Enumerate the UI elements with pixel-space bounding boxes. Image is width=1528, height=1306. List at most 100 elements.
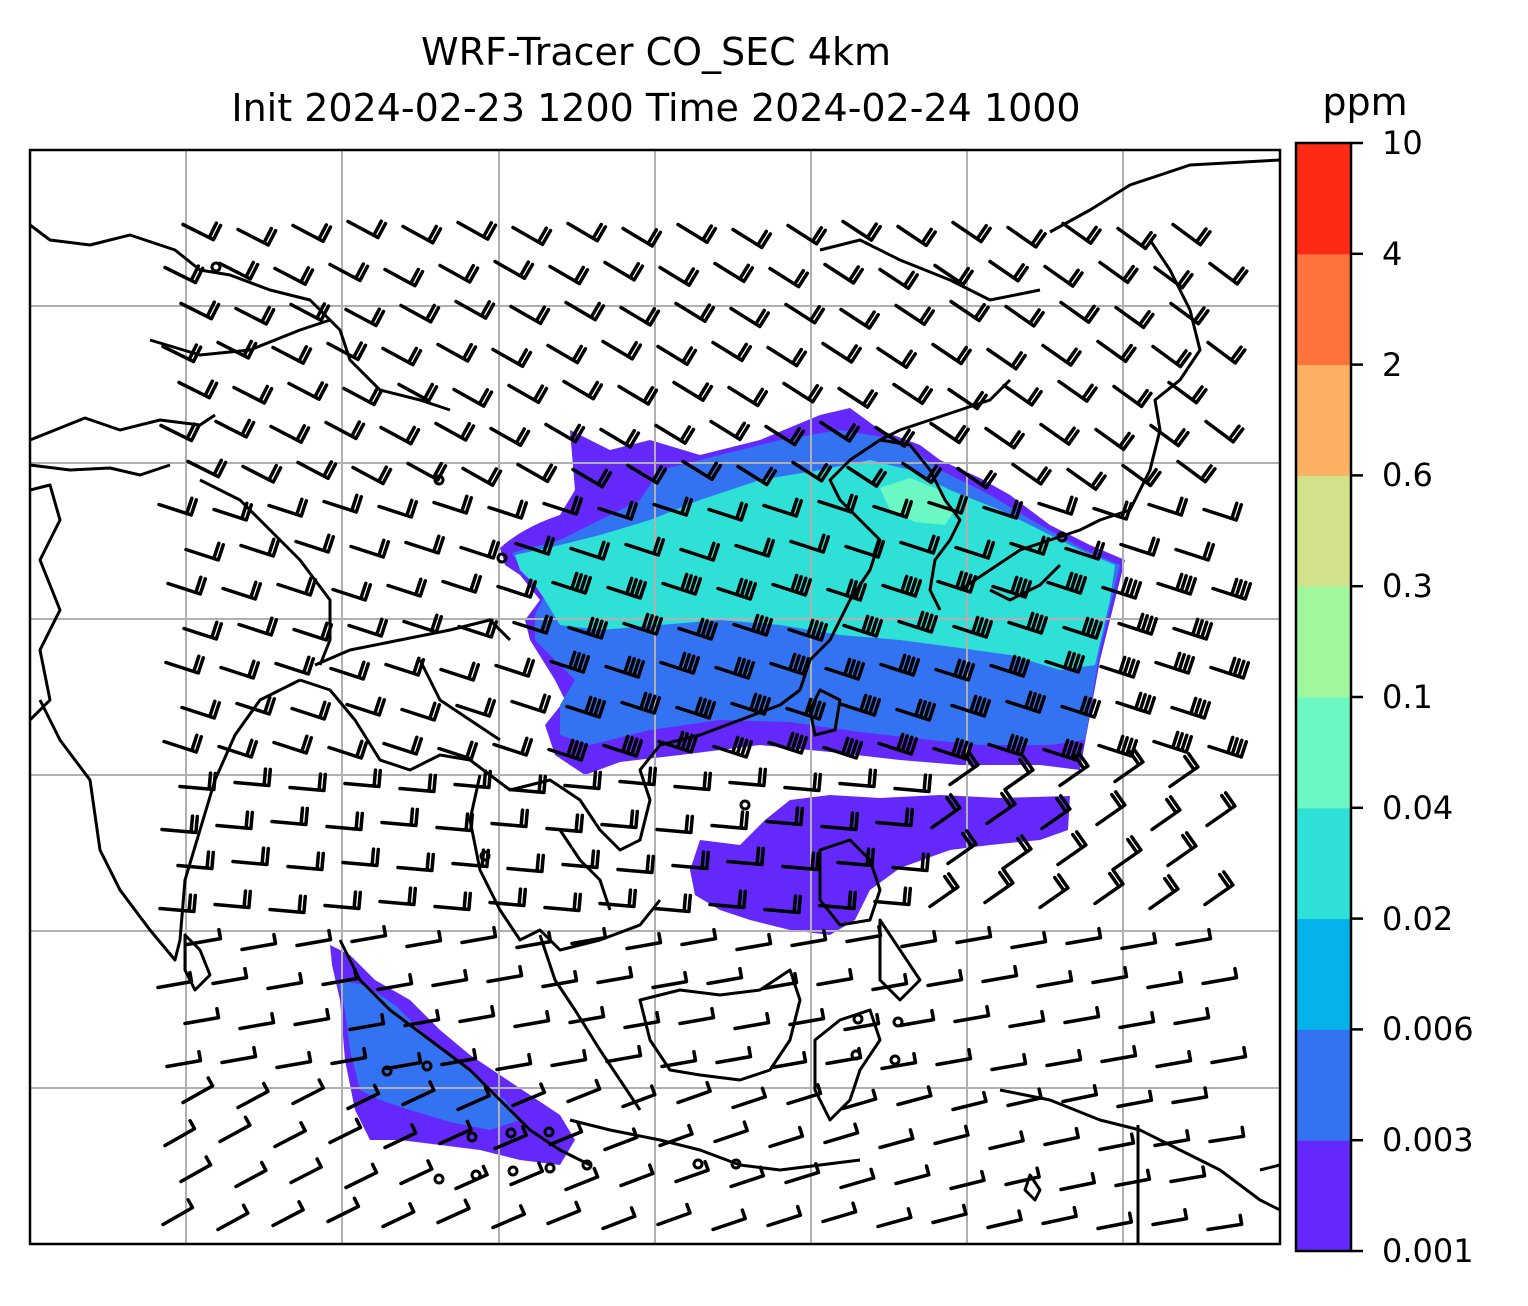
wind-barb [232,384,274,405]
map-area [30,150,1280,1244]
wind-barb [839,1167,876,1190]
wind-barb [271,1200,305,1228]
wind-barb [783,772,823,793]
wind-barb [493,1125,529,1151]
wind-barb [545,813,585,834]
wind-barb [1210,1045,1248,1065]
wind-barb [900,929,938,949]
wind-barb [567,616,609,640]
wind-barb [183,1006,221,1026]
wind-barb [219,659,261,680]
wind-barb [291,1078,326,1106]
wind-barb [1059,1171,1097,1192]
wind-barb [654,423,696,445]
wind-barb [438,263,480,284]
colorbar-segment [1296,586,1351,698]
wind-barb [164,654,206,675]
wind-barb [655,814,695,835]
wind-barb [286,851,326,872]
wind-barb [289,1157,323,1185]
wind-barb [1205,791,1237,828]
wind-barb [159,422,201,443]
wind-barb [987,733,1029,757]
map-title-line1: WRF-Tracer CO_SEC 4km [421,30,891,74]
wind-barb [876,1207,913,1229]
wind-barb [323,890,363,911]
wind-barb [1066,467,1107,491]
wind-barb [891,852,931,873]
wind-barb [330,1046,368,1066]
wind-barb [729,1165,766,1189]
wind-barb [511,1082,547,1108]
wind-barb [1006,225,1047,249]
wind-barb [709,419,751,442]
wind-barb [602,734,644,758]
wind-barb [603,1127,639,1152]
wind-barb [895,698,937,722]
wind-barb [1007,611,1049,635]
wind-barb [768,1125,805,1149]
wind-barb [160,814,200,835]
colorbar-tick-label: 0.006 [1382,1010,1474,1049]
tracer-plume [330,408,1125,1165]
wind-barb [290,700,332,721]
wind-barb [898,1008,936,1028]
wind-barb [324,420,366,441]
wind-barb [288,772,328,793]
wind-barb [1116,1089,1154,1109]
wind-barb [509,304,551,326]
colorbar-segment [1296,253,1351,366]
wind-barb [896,1085,933,1107]
wind-barb [563,770,603,791]
wind-barb [671,850,711,871]
wind-barb [186,458,228,479]
wind-barb [457,618,499,639]
wind-barb [549,650,591,674]
wind-barb [1009,535,1051,556]
wind-barb [214,418,256,439]
wind-barbs [156,219,1253,1232]
wind-barb [165,1049,203,1069]
wind-barb [460,925,498,945]
wind-barb [1046,571,1088,595]
wind-barb [711,1208,747,1232]
wind-barb [986,1209,1023,1230]
wind-barb [1064,540,1106,561]
wind-barb [326,341,368,362]
wind-barb [841,219,882,242]
wind-barb [274,655,316,676]
wind-barb [404,534,446,555]
wind-barb [220,1045,258,1065]
wind-barb [1062,616,1104,640]
wind-barb [487,499,529,520]
wind-barb [271,345,313,365]
wind-barb [846,465,887,488]
wind-barb [456,1085,491,1112]
wind-barb [893,773,933,794]
wind-barb [674,301,716,323]
wind-barb [764,424,806,447]
wind-barb [676,1080,712,1105]
wind-barb [162,733,204,754]
wind-barb [405,929,443,949]
wind-barb [597,500,639,521]
wind-barb [1170,696,1212,720]
wind-barb [327,739,369,760]
wind-barb [166,575,208,596]
wind-barb [431,968,469,988]
wind-barb [881,574,923,598]
wind-barb [215,810,255,831]
wind-barb [514,535,556,556]
wind-barb [659,651,701,675]
wind-barb [934,658,976,682]
wind-barb [1206,1213,1244,1232]
wind-barb [990,1052,1028,1072]
colorbar-segment [1296,364,1351,476]
wind-barb [736,464,778,487]
wind-barb [836,847,876,868]
wind-barb [1098,260,1139,285]
wind-barb [1119,536,1161,557]
wind-barb [432,494,474,515]
wind-barb [564,1166,600,1192]
wind-barb [433,891,473,912]
